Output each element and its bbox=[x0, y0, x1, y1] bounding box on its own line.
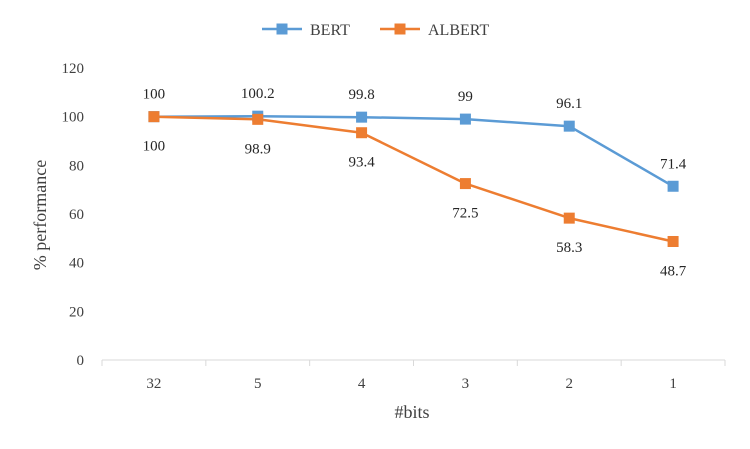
legend: BERT ALBERT bbox=[262, 22, 489, 39]
albert-line bbox=[153, 115, 674, 243]
albert-point bbox=[356, 127, 368, 139]
x-axis: 32 5 4 3 2 1 bbox=[101, 359, 726, 392]
x-tick-label: 32 bbox=[146, 376, 161, 392]
bert-point bbox=[356, 111, 368, 123]
y-tick-label: 20 bbox=[69, 304, 84, 320]
y-tick-label: 40 bbox=[69, 256, 84, 272]
albert-data-label: 48.7 bbox=[660, 263, 687, 279]
albert-legend-label: ALBERT bbox=[428, 22, 489, 39]
x-axis-title: #bits bbox=[394, 402, 429, 422]
albert-data-label: 58.3 bbox=[556, 240, 582, 256]
bert-data-label: 100.2 bbox=[241, 86, 275, 102]
data-labels: 100 100.2 99.8 99 96.1 71.4 100 98.9 93.4 72.5 58.… bbox=[143, 86, 687, 279]
x-tick-label: 3 bbox=[462, 376, 470, 392]
albert-data-label: 98.9 bbox=[245, 141, 271, 157]
bert-legend-marker bbox=[276, 23, 288, 35]
y-axis: 0 20 40 60 80 100 120 bbox=[62, 61, 85, 369]
bert-point bbox=[667, 180, 679, 192]
series-lines bbox=[153, 114, 674, 243]
albert-point bbox=[459, 178, 471, 190]
bert-data-label: 71.4 bbox=[660, 156, 687, 172]
bert-line bbox=[153, 114, 674, 188]
bert-data-label: 100 bbox=[143, 87, 166, 103]
bert-point bbox=[459, 113, 471, 125]
albert-data-label: 100 bbox=[143, 139, 166, 155]
bert-data-label: 96.1 bbox=[556, 96, 582, 112]
y-tick-label: 100 bbox=[62, 110, 85, 126]
albert-point bbox=[667, 235, 679, 247]
albert-point bbox=[252, 113, 264, 125]
albert-legend-marker bbox=[394, 23, 406, 35]
x-tick-label: 1 bbox=[669, 376, 677, 392]
x-tick-label: 4 bbox=[358, 376, 366, 392]
albert-point bbox=[148, 111, 160, 123]
bert-data-label: 99 bbox=[458, 89, 473, 105]
x-tick-label: 2 bbox=[566, 376, 574, 392]
y-tick-label: 80 bbox=[69, 158, 84, 174]
y-tick-label: 120 bbox=[62, 61, 85, 77]
y-tick-label: 0 bbox=[77, 353, 85, 369]
bert-data-label: 99.8 bbox=[348, 87, 374, 103]
bert-legend-label: BERT bbox=[310, 22, 350, 39]
x-tick-label: 5 bbox=[254, 376, 262, 392]
albert-point bbox=[563, 212, 575, 224]
bert-point bbox=[563, 120, 575, 132]
series-markers bbox=[148, 110, 679, 247]
y-tick-label: 60 bbox=[69, 207, 84, 223]
y-axis-title: % performance bbox=[30, 160, 50, 270]
albert-data-label: 93.4 bbox=[348, 155, 375, 171]
albert-data-label: 72.5 bbox=[452, 206, 478, 222]
